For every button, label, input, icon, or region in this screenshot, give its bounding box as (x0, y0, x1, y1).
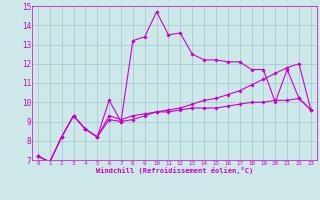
X-axis label: Windchill (Refroidissement éolien,°C): Windchill (Refroidissement éolien,°C) (96, 167, 253, 174)
